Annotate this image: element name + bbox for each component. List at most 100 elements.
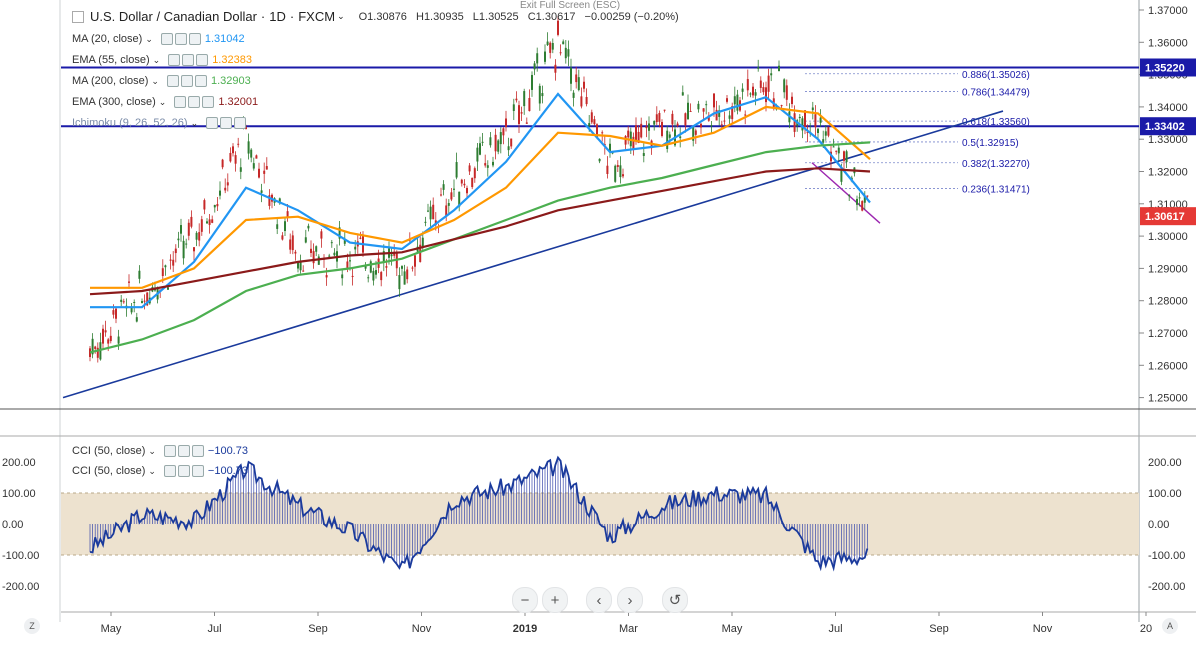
candle-body	[317, 256, 320, 265]
candle-body	[224, 187, 227, 191]
ohlc-values: O1.30876 H1.30935 L1.30525 C1.30617 −0.0…	[359, 11, 685, 23]
gear-icon[interactable]	[177, 445, 190, 457]
scroll-right-button[interactable]: ›	[617, 587, 643, 613]
candle-body	[702, 108, 705, 112]
eye-icon[interactable]	[174, 96, 187, 108]
candle-body	[213, 204, 216, 208]
auto-scale-button[interactable]: A	[1162, 618, 1178, 634]
close-icon[interactable]	[234, 117, 247, 129]
gear-icon[interactable]	[180, 75, 193, 87]
close-icon[interactable]	[202, 96, 215, 108]
indicator-controls[interactable]	[168, 54, 209, 66]
indicator-legend-row[interactable]: Ichimoku (9, 26, 52, 26) ⌄	[72, 115, 250, 131]
candle-body	[239, 167, 242, 172]
cci-label[interactable]: CCI (50, close)	[72, 465, 146, 477]
eye-icon[interactable]	[168, 54, 181, 66]
fib-level-label: 0.236(1.31471)	[962, 185, 1030, 196]
cci-legend-row[interactable]: CCI (50, close) ⌄ −100.73	[72, 463, 248, 479]
chevron-down-icon[interactable]: ⌄	[151, 75, 159, 86]
candle-body	[564, 47, 567, 59]
candle-body	[284, 221, 286, 232]
zoom-in-button[interactable]: +	[542, 587, 568, 613]
candle-body	[471, 177, 474, 188]
gear-icon[interactable]	[174, 33, 187, 45]
eye-icon[interactable]	[206, 117, 219, 129]
cci-controls[interactable]	[163, 465, 204, 477]
candle-body	[681, 92, 684, 96]
candle-body	[304, 237, 307, 243]
indicator-label[interactable]: EMA (300, close)	[72, 96, 156, 108]
cci-label[interactable]: CCI (50, close)	[72, 445, 146, 457]
candle-body	[785, 85, 788, 100]
candle-body	[827, 126, 830, 136]
gear-icon[interactable]	[220, 117, 233, 129]
indicator-legend-row[interactable]: MA (200, close) ⌄ 1.32903	[72, 73, 251, 89]
cci-tick-label-left: -200.00	[2, 581, 39, 593]
zoom-out-button[interactable]: −	[512, 587, 538, 613]
chevron-down-icon[interactable]: ⌄	[145, 33, 153, 44]
indicator-legend-row[interactable]: EMA (55, close) ⌄ 1.32383	[72, 52, 252, 68]
candle-body	[848, 194, 851, 197]
price-marker-box	[1140, 117, 1196, 136]
candle-body	[817, 128, 819, 134]
indicator-label[interactable]: MA (200, close)	[72, 75, 149, 87]
chevron-down-icon[interactable]: ⌄	[158, 96, 167, 107]
close-icon[interactable]	[191, 445, 204, 457]
collapse-icon[interactable]	[72, 10, 84, 23]
candle-body	[195, 232, 198, 240]
cci-tick-label-right: 100.00	[1148, 488, 1182, 500]
candle-body	[559, 52, 562, 54]
candle-body	[749, 93, 752, 95]
chevron-down-icon[interactable]: ⌄	[337, 11, 345, 21]
chevron-down-icon[interactable]: ⌄	[148, 465, 156, 476]
candle-body	[536, 53, 539, 64]
cci-legend-row[interactable]: CCI (50, close) ⌄ −100.73	[72, 443, 248, 459]
eye-icon[interactable]	[166, 75, 179, 87]
eye-icon[interactable]	[163, 465, 176, 477]
candle-body	[354, 246, 357, 250]
indicator-controls[interactable]	[160, 33, 201, 45]
candle-body	[505, 118, 507, 128]
chevron-down-icon[interactable]: ⌄	[152, 54, 161, 65]
candle-body	[863, 196, 866, 203]
indicator-legend-row[interactable]: MA (20, close) ⌄ 1.31042	[72, 31, 245, 47]
indicator-label[interactable]: Ichimoku (9, 26, 52, 26)	[72, 117, 188, 129]
scroll-left-button[interactable]: ‹	[586, 587, 612, 613]
indicator-legend-row[interactable]: EMA (300, close) ⌄ 1.32001	[72, 94, 258, 110]
indicator-controls[interactable]	[174, 96, 215, 108]
timezone-button[interactable]: Z	[24, 618, 40, 634]
candle-body	[538, 85, 541, 104]
reset-chart-button[interactable]: ↺	[662, 587, 688, 613]
close-icon[interactable]	[194, 75, 207, 87]
gear-icon[interactable]	[188, 96, 201, 108]
close-icon[interactable]	[196, 54, 209, 66]
candle-body	[640, 123, 643, 138]
candle-body	[460, 179, 463, 184]
close-icon[interactable]	[188, 33, 201, 45]
cci-controls[interactable]	[163, 445, 204, 457]
exit-fullscreen-hint[interactable]: Exit Full Screen (ESC)	[520, 0, 621, 11]
indicator-label[interactable]: MA (20, close)	[72, 33, 143, 45]
candle-body	[203, 200, 206, 210]
cci-tick-label-right: -200.00	[1148, 581, 1185, 593]
gear-icon[interactable]	[177, 465, 190, 477]
indicator-controls[interactable]	[166, 75, 207, 87]
indicator-label[interactable]: EMA (55, close)	[72, 54, 150, 66]
price-tick-label: 1.34000	[1148, 102, 1188, 114]
gear-icon[interactable]	[182, 54, 195, 66]
chevron-down-icon[interactable]: ⌄	[190, 117, 199, 128]
close-icon[interactable]	[191, 465, 204, 477]
candle-body	[375, 270, 377, 275]
symbol-name[interactable]: U.S. Dollar / Canadian Dollar	[90, 9, 257, 24]
eye-icon[interactable]	[163, 445, 176, 457]
interval[interactable]: 1D	[269, 9, 286, 24]
candle-body	[234, 155, 237, 164]
price-tick-label: 1.25000	[1148, 393, 1188, 405]
chevron-down-icon[interactable]: ⌄	[148, 445, 156, 456]
candle-body	[726, 98, 728, 102]
candle-body	[619, 165, 622, 178]
eye-icon[interactable]	[160, 33, 173, 45]
candle-body	[585, 96, 588, 105]
indicator-controls[interactable]	[206, 117, 247, 129]
